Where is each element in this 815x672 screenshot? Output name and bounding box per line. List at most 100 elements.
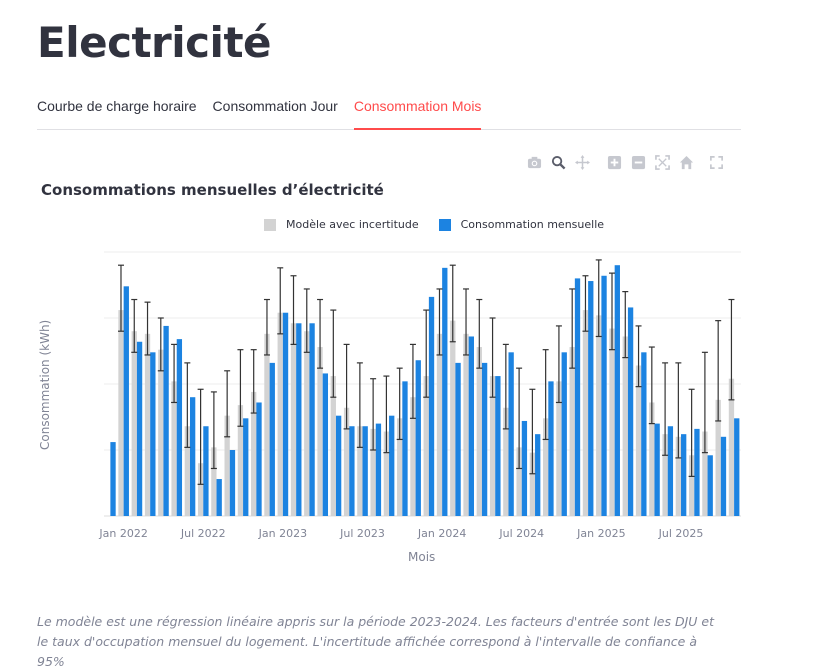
model-bar bbox=[516, 447, 522, 516]
consumption-bar bbox=[574, 278, 581, 516]
x-tick-label: Jul 2022 bbox=[180, 527, 226, 540]
model-bar bbox=[224, 415, 230, 516]
model-bar bbox=[675, 436, 682, 516]
legend-swatch-consumption bbox=[438, 218, 451, 231]
consumption-bar bbox=[203, 426, 209, 516]
model-bar bbox=[197, 463, 204, 516]
legend-swatch-model bbox=[264, 218, 276, 231]
fullscreen-icon[interactable] bbox=[708, 154, 724, 170]
model-bar bbox=[635, 365, 642, 516]
model-bar bbox=[529, 452, 536, 516]
consumption-bar bbox=[681, 434, 687, 516]
consumption-bar bbox=[256, 402, 262, 516]
tab-bar: Courbe de charge horaire Consommation Jo… bbox=[37, 98, 741, 130]
consumption-bar bbox=[402, 381, 408, 516]
consumption-bar bbox=[667, 426, 674, 516]
model-bar bbox=[357, 426, 363, 516]
tab-courbe-de-charge-horaire[interactable]: Courbe de charge horaire bbox=[37, 98, 197, 114]
model-bar bbox=[476, 347, 482, 516]
consumption-bar bbox=[601, 275, 607, 516]
model-bar bbox=[542, 418, 549, 516]
consumption-bar bbox=[322, 373, 329, 516]
consumption-bar bbox=[428, 296, 435, 516]
zoom-in-icon[interactable] bbox=[606, 154, 622, 170]
model-bar bbox=[304, 331, 310, 516]
consumption-bar bbox=[535, 434, 541, 516]
model-bar bbox=[410, 397, 416, 516]
model-bar bbox=[450, 320, 456, 516]
consumption-bar bbox=[641, 352, 647, 516]
consumption-bar bbox=[296, 323, 302, 516]
consumption-bar bbox=[521, 420, 528, 516]
consumption-bar bbox=[229, 450, 236, 516]
model-bar bbox=[317, 347, 323, 516]
model-bar bbox=[622, 336, 628, 516]
legend-item-model[interactable]: Modèle avec incertitude bbox=[264, 218, 419, 231]
consumption-bar bbox=[508, 352, 514, 516]
model-bar bbox=[264, 333, 270, 516]
consumption-bar bbox=[375, 423, 382, 516]
consumption-bar bbox=[389, 415, 395, 516]
zoom-icon[interactable] bbox=[550, 154, 566, 170]
model-bar bbox=[489, 376, 496, 516]
consumption-bar bbox=[415, 360, 421, 516]
model-bar bbox=[596, 315, 602, 516]
model-bar bbox=[237, 405, 244, 516]
model-bar bbox=[662, 434, 668, 516]
model-bar bbox=[251, 391, 257, 516]
consumption-bar bbox=[110, 442, 116, 516]
chart-title: Consommations mensuelles d’électricité bbox=[41, 181, 384, 199]
consumption-bar bbox=[309, 323, 315, 516]
x-tick-label: Jan 2025 bbox=[576, 527, 625, 540]
model-bar bbox=[436, 333, 443, 516]
model-bar bbox=[397, 418, 403, 516]
legend-item-consumption[interactable]: Consommation mensuelle bbox=[438, 218, 605, 231]
model-bar bbox=[171, 381, 177, 516]
zoom-out-icon[interactable] bbox=[630, 154, 646, 170]
consumption-bar bbox=[123, 286, 129, 516]
x-tick-label: Jan 2022 bbox=[98, 527, 147, 540]
reset-axes-icon[interactable] bbox=[678, 154, 694, 170]
consumption-bar bbox=[176, 339, 183, 516]
model-bar bbox=[688, 455, 695, 516]
consumption-bar bbox=[349, 426, 355, 516]
model-bar bbox=[463, 333, 469, 516]
y-axis-label: Consommation (kWh) bbox=[38, 319, 52, 450]
model-bar bbox=[184, 426, 190, 516]
tab-consommation-jour[interactable]: Consommation Jour bbox=[212, 98, 338, 114]
tab-consommation-mois[interactable]: Consommation Mois bbox=[353, 98, 482, 130]
consumption-bar bbox=[694, 428, 700, 516]
consumption-bar bbox=[468, 336, 474, 516]
camera-icon[interactable] bbox=[526, 154, 542, 170]
model-bar bbox=[343, 407, 350, 516]
consumption-bar bbox=[734, 418, 740, 516]
model-bar bbox=[131, 331, 137, 516]
x-tick-label: Jan 2024 bbox=[417, 527, 466, 540]
model-bar bbox=[715, 399, 721, 516]
consumption-bar bbox=[654, 423, 660, 516]
consumption-bar bbox=[588, 281, 594, 516]
model-bar bbox=[158, 349, 164, 516]
consumption-bar bbox=[335, 415, 342, 516]
x-axis-label: Mois bbox=[408, 550, 436, 564]
consumption-bar bbox=[282, 312, 289, 516]
consumption-bar bbox=[495, 376, 501, 516]
legend-label-consumption: Consommation mensuelle bbox=[460, 218, 605, 231]
autoscale-icon[interactable] bbox=[654, 154, 670, 170]
x-tick-label: Jul 2024 bbox=[498, 527, 544, 540]
model-bar bbox=[609, 328, 615, 516]
model-bar bbox=[383, 431, 390, 516]
legend-label-model: Modèle avec incertitude bbox=[286, 218, 419, 231]
consumption-bar bbox=[243, 418, 249, 516]
pan-icon[interactable] bbox=[574, 154, 590, 170]
model-bar bbox=[290, 323, 297, 516]
chart-legend: Modèle avec incertitude Consommation men… bbox=[264, 218, 604, 231]
model-bar bbox=[277, 312, 283, 516]
model-bar bbox=[582, 310, 589, 516]
model-bar bbox=[702, 431, 708, 516]
consumption-bar bbox=[455, 362, 461, 516]
consumption-bar bbox=[481, 362, 488, 516]
consumption-bar bbox=[442, 267, 448, 516]
chart-modebar bbox=[526, 154, 724, 170]
